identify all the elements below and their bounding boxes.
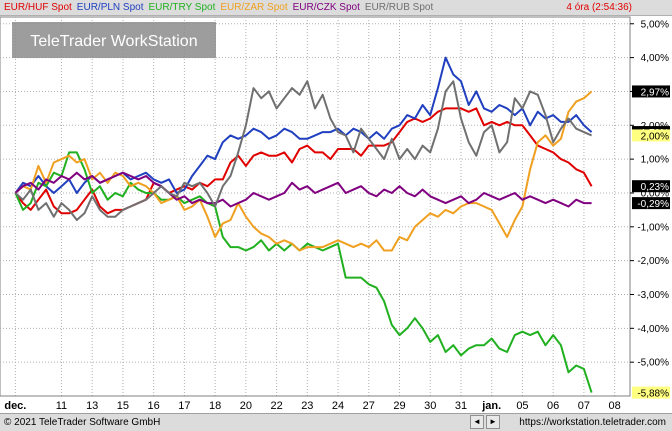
x-tick-label-7: 20 [240, 400, 252, 412]
grid [0, 16, 631, 397]
legend-item-0[interactable]: EUR/HUF Spot [4, 2, 72, 13]
legend: EUR/HUF Spot EUR/PLN Spot EUR/TRY Spot EUR/… [4, 2, 438, 14]
series-lines [14, 56, 593, 393]
legend-item-1[interactable]: EUR/PLN Spot [76, 2, 144, 13]
x-tick-label-18: 07 [578, 400, 590, 412]
website-link[interactable]: https://workstation.teletrader.com [519, 417, 666, 428]
x-tick-label-1: 11 [56, 400, 67, 412]
y-tick-label-8: -3,00% [637, 290, 669, 301]
x-axis: dec. 11 13 15 16 17 18 20 22 23 24 27 29 30 31 jan. 05 06… [0, 395, 630, 413]
last-value-badge-2 [632, 386, 670, 399]
x-tick-label-13: 30 [424, 400, 436, 412]
copyright: © 2021 TeleTrader Software GmbH [4, 417, 161, 428]
scroll-left-button[interactable]: ◄ [470, 415, 484, 429]
y-tick-label-1: 4,00% [641, 53, 669, 64]
series-line-4[interactable] [14, 171, 592, 208]
x-tick-label-14: 31 [455, 400, 467, 412]
y-tick-label-7: -2,00% [637, 256, 669, 267]
x-tick-label-8: 22 [270, 400, 282, 412]
x-tick-label-16: 05 [516, 400, 528, 412]
x-tick-label-19: 08 [609, 400, 621, 412]
x-tick-label-10: 24 [332, 400, 344, 412]
series-line-5[interactable] [14, 80, 592, 221]
timestamp: 4 óra (2:54:36) [566, 2, 632, 13]
y-tick-label-6: -1,00% [637, 222, 669, 233]
x-tick-label-5: 17 [178, 400, 190, 412]
y-tick-label-4: 1,00% [641, 155, 669, 166]
x-tick-label-9: 23 [301, 400, 313, 412]
x-tick-label-11: 27 [363, 400, 375, 412]
last-value-text-4: -0,29% [637, 199, 669, 210]
last-value-text-3: 2,97% [641, 87, 669, 98]
y-tick-label-0: 5,00% [641, 19, 669, 30]
x-tick-label-12: 29 [393, 400, 405, 412]
y-tick-label-10: -5,00% [637, 358, 669, 369]
plot-area [0, 16, 631, 397]
last-value-labels: 0,23%1,70%-5,88%2,97%-0,29%2,00% [632, 85, 670, 400]
legend-item-4[interactable]: EUR/CZK Spot [292, 2, 360, 13]
last-value-text-2: -5,88% [637, 389, 669, 400]
x-tick-label-3: 15 [117, 400, 129, 412]
x-axis-background [0, 396, 630, 413]
x-tick-label-0: dec. [4, 400, 26, 412]
series-line-2[interactable] [14, 151, 593, 393]
x-tick-label-2: 13 [86, 400, 98, 412]
x-tick-label-17: 06 [547, 400, 559, 412]
last-value-badge-5 [632, 129, 670, 142]
legend-item-5[interactable]: EUR/RUB Spot [364, 2, 434, 13]
y-tick-label-9: -4,00% [637, 324, 669, 335]
last-value-badge-0 [632, 180, 670, 193]
series-line-0[interactable] [14, 107, 593, 215]
chart-footer: © 2021 TeleTrader Software GmbH ◄ ► http… [0, 413, 672, 431]
y-tick-label-5: 0,00% [641, 188, 669, 199]
last-value-text-0: 0,23% [641, 182, 669, 193]
x-tick-label-15: jan. [481, 400, 501, 412]
last-value-badge-3 [632, 85, 670, 98]
last-value-badge-4 [632, 197, 670, 210]
chart-header: EUR/HUF Spot EUR/PLN Spot EUR/TRY Spot EUR/… [0, 0, 672, 16]
legend-item-3[interactable]: EUR/ZAR Spot [220, 2, 288, 13]
x-tick-label-6: 18 [209, 400, 221, 412]
scroll-right-button[interactable]: ► [486, 415, 500, 429]
watermark: TeleTrader WorkStation [12, 22, 216, 58]
x-tick-label-4: 16 [148, 400, 160, 412]
last-value-text-5: 2,00% [641, 131, 669, 142]
svg-text:TeleTrader WorkStation: TeleTrader WorkStation [30, 33, 197, 50]
legend-item-2[interactable]: EUR/TRY Spot [148, 2, 216, 13]
